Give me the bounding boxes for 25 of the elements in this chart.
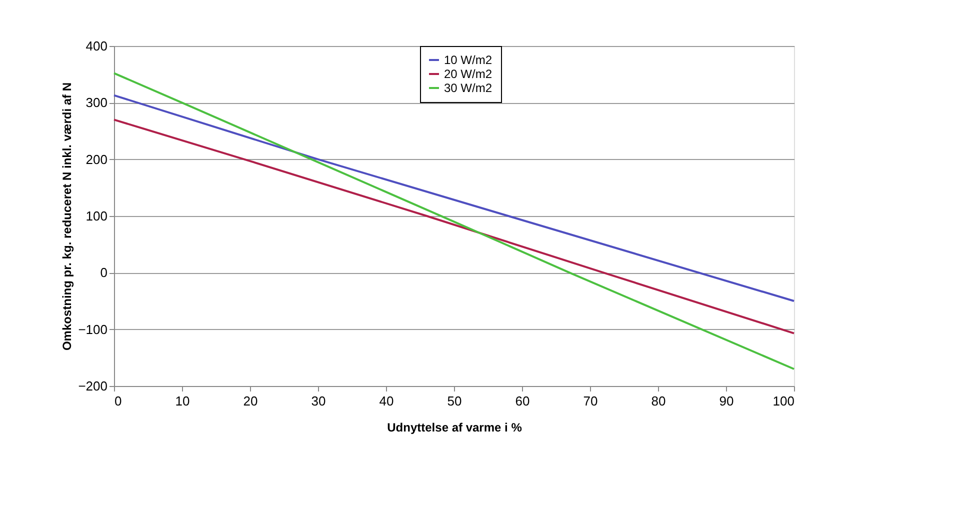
x-tick-label: 30 [311,394,326,408]
x-tick-label: 10 [175,394,190,408]
y-axis-title: Omkostning pr. kg. reduceret N inkl. værdi af N [60,82,74,351]
y-tick-label: −100 [78,322,108,337]
y-tick-label: −200 [78,378,108,394]
x-tick-label: 90 [719,394,734,408]
y-tick-label: 300 [86,95,108,110]
x-tick-label: 20 [243,394,258,408]
x-tick-label: 70 [583,394,598,408]
line-series [113,94,795,302]
x-tick-label: 0 [114,394,122,408]
y-tick-label: 400 [86,38,108,54]
line-series [113,118,795,334]
x-tick-label: 80 [651,394,666,408]
x-tick-label: 40 [379,394,394,408]
legend-label: 20 W/m2 [444,67,492,81]
x-tick-label: 50 [447,394,462,408]
y-tick-label: 0 [100,265,108,280]
y-tick-label: 200 [86,152,108,167]
x-axis-title: Udnyttelse af varme i % [387,420,522,434]
x-tick-label: 60 [515,394,530,408]
legend-label: 30 W/m2 [444,81,492,95]
y-tick-label: 100 [86,208,108,224]
x-tick-label: 100 [772,394,794,408]
legend-label: 10 W/m2 [444,53,492,67]
